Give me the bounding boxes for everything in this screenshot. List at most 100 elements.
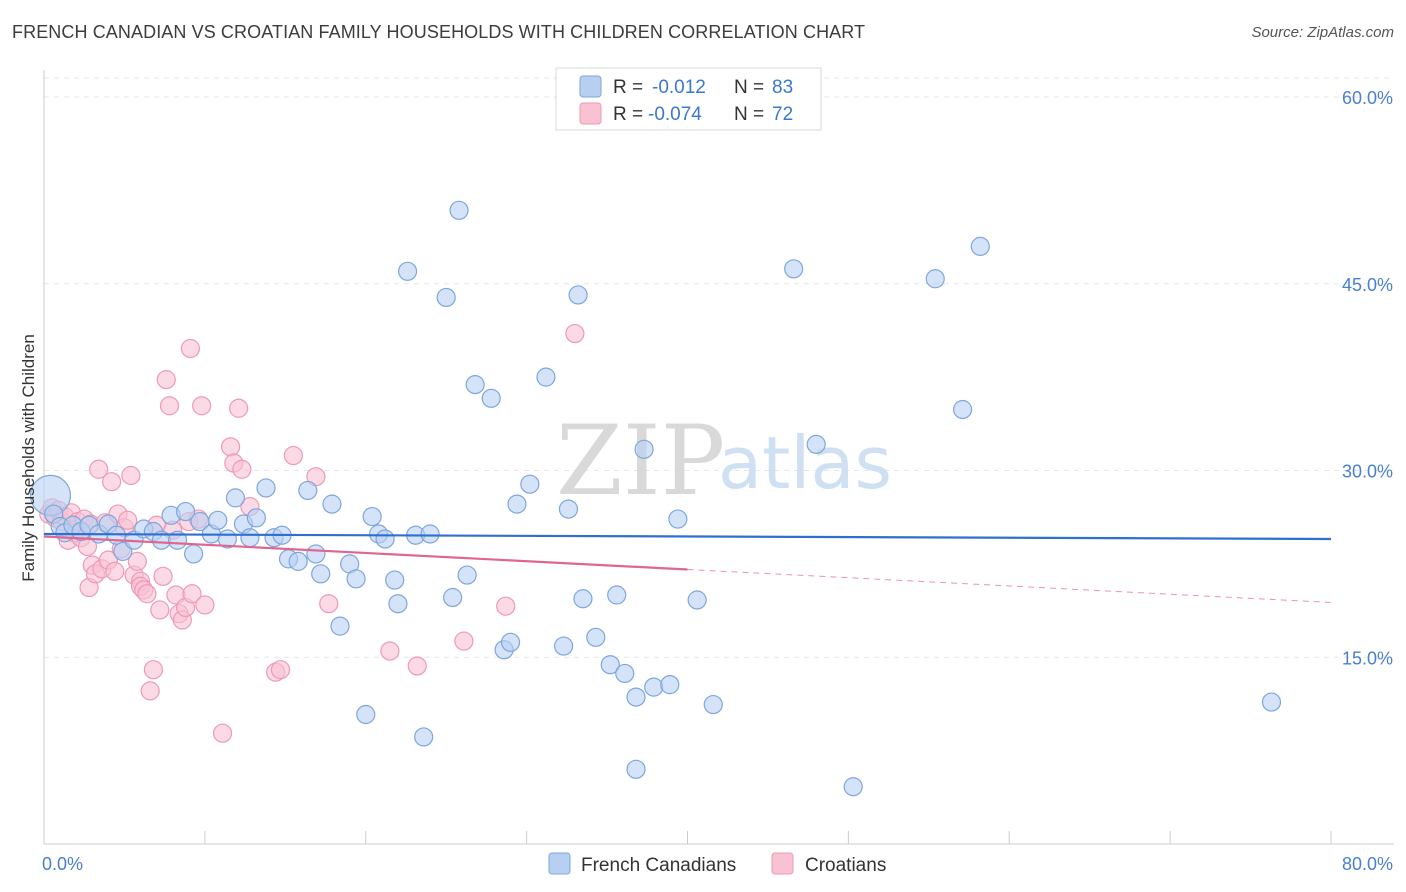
x-tick-label-0: 0.0% — [42, 854, 83, 874]
legend-n-label-blue: N = — [734, 77, 764, 98]
french-canadians-point-16 — [167, 530, 188, 550]
axes — [43, 70, 1394, 845]
series-swatch-croatians — [771, 852, 794, 875]
series-label-croatians: Croatians — [805, 855, 886, 876]
french-canadians-point-82 — [1261, 692, 1282, 712]
croatians-point-34 — [140, 681, 160, 701]
croatians-point-56 — [232, 459, 252, 479]
french-canadians-point-51 — [449, 200, 469, 220]
french-canadians-point-50 — [443, 587, 463, 608]
french-canadians-point-54 — [481, 388, 501, 408]
french-canadians-point-60 — [554, 636, 574, 656]
french-canadians-point-67 — [615, 663, 635, 684]
legend-r-label-blue: R = — [613, 77, 643, 98]
croatians-point-35 — [143, 660, 163, 680]
watermark-zip: ZIP — [556, 405, 725, 517]
french-canadians-point-27 — [256, 478, 276, 498]
legend-r-value-pink: -0.074 — [648, 104, 702, 125]
series-label-french-canadians: French Canadians — [581, 855, 736, 876]
croatians-point-50 — [192, 396, 212, 416]
legend-r-value-blue: -0.012 — [652, 77, 706, 98]
croatians-point-40 — [159, 396, 180, 416]
french-canadians-point-42 — [375, 529, 395, 549]
croatians-point-66 — [496, 596, 516, 616]
croatians-point-59 — [270, 660, 291, 680]
croatians-point-37 — [150, 600, 170, 620]
french-canadians-point-64 — [586, 627, 606, 647]
croatians-point-33 — [137, 584, 157, 604]
croatians-point-22 — [105, 561, 125, 581]
french-canadians-point-73 — [668, 509, 688, 529]
croatians-point-21 — [101, 472, 122, 492]
french-canadians-point-32 — [298, 480, 318, 501]
stats-legend: R = -0.012 N = 83 R = -0.074 N = 72 — [555, 67, 822, 131]
french-canadians-point-36 — [330, 616, 350, 636]
french-canadians-point-59 — [536, 367, 556, 387]
french-canadians-point-17 — [175, 501, 196, 522]
french-canadians-point-21 — [208, 510, 228, 530]
watermark: ZIP atlas — [556, 405, 892, 517]
croatians-point-51 — [195, 595, 215, 615]
croatians-trend-extension — [687, 568, 1332, 603]
chart-title: FRENCH CANADIAN VS CROATIAN FAMILY HOUSE… — [12, 22, 866, 42]
watermark-atlas: atlas — [718, 421, 892, 505]
french-canadians-point-39 — [356, 704, 376, 725]
french-canadians-point-80 — [952, 399, 973, 420]
french-canadians-point-71 — [644, 677, 664, 697]
legend-swatch-blue — [579, 75, 602, 98]
y-tick-label-3: 60.0% — [1342, 88, 1393, 108]
french-canadians-point-70 — [634, 439, 654, 459]
y-tick-label-0: 15.0% — [1342, 648, 1393, 668]
croatians-point-62 — [319, 594, 339, 614]
croatians-point-67 — [565, 323, 585, 344]
croatians-point-52 — [212, 723, 233, 743]
french-canadians-point-48 — [420, 524, 440, 544]
y-tick-labels: 15.0% 30.0% 45.0% 60.0% — [1342, 88, 1393, 668]
french-canadians-point-40 — [362, 506, 382, 527]
croatians-point-26 — [118, 510, 138, 530]
french-canadians-point-43 — [385, 570, 405, 590]
croatians-point-47 — [182, 584, 202, 604]
french-canadians-point-81 — [970, 236, 990, 256]
y-tick-label-2: 45.0% — [1342, 275, 1393, 295]
croatians-point-27 — [121, 465, 141, 486]
french-canadians-point-69 — [626, 759, 646, 779]
series-legend: French Canadians Croatians — [548, 852, 886, 876]
croatians-point-55 — [229, 398, 249, 418]
french-canadians-point-49 — [436, 287, 456, 308]
french-canadians-point-26 — [246, 508, 266, 528]
croatians-point-64 — [407, 656, 427, 676]
french-canadians-point-38 — [346, 569, 366, 589]
legend-r-label-pink: R = — [613, 104, 643, 125]
french-canadians-point-61 — [558, 499, 579, 519]
legend-n-label-pink: N = — [734, 104, 764, 125]
croatians-point-63 — [380, 641, 400, 661]
legend-swatch-pink — [579, 102, 602, 125]
french-canadians-point-66 — [607, 585, 627, 605]
y-tick-label-1: 30.0% — [1342, 462, 1393, 482]
croatians-point-48 — [180, 338, 200, 359]
x-axis-ticks — [43, 831, 1332, 844]
french-canadians-point-53 — [465, 374, 485, 395]
trend-lines — [43, 532, 1332, 603]
french-canadians-point-68 — [626, 687, 646, 707]
french-canadians-point-62 — [568, 285, 588, 305]
french-canadians-point-56 — [500, 632, 521, 652]
croatians-point-53 — [221, 437, 241, 457]
french-canadians-point-34 — [311, 564, 331, 584]
french-canadians-point-33 — [306, 544, 326, 564]
french-canadians-point-63 — [573, 589, 593, 609]
french-canadians-point-52 — [457, 565, 477, 585]
source-label: Source: ZipAtlas.com — [1251, 24, 1394, 41]
x-tick-labels: 0.0% 80.0% — [42, 854, 1393, 874]
series-swatch-french-canadians — [548, 852, 571, 875]
french-canadians-point-72 — [660, 675, 680, 695]
croatians-trend-line — [43, 535, 688, 571]
french-canadians-point-78 — [843, 777, 863, 797]
croatians-point-29 — [127, 551, 147, 571]
french-canadians-point-77 — [806, 434, 826, 454]
french-canadians-point-57 — [507, 494, 527, 514]
french-canadians-point-25 — [240, 528, 260, 548]
french-canadians-point-23 — [225, 488, 246, 508]
french-canadians-point-44 — [388, 594, 408, 614]
